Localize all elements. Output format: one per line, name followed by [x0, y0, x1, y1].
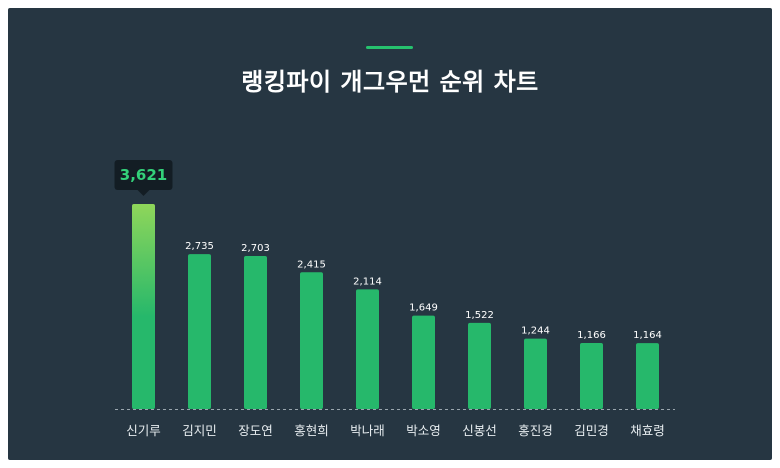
top-value-tooltip: 3,621 [114, 160, 173, 196]
bar-7 [468, 322, 491, 409]
category-label: 박나래 [350, 423, 385, 438]
category-label: 김지민 [182, 423, 217, 438]
bar-value-label: 2,415 [297, 259, 326, 270]
bar-value-label: 2,703 [241, 243, 270, 254]
bar-value-label: 1,166 [577, 330, 606, 341]
bar-6 [412, 315, 435, 409]
tooltip-box [114, 160, 173, 190]
bars-group: 신기루 김지민 2,735 장도연 2,703 홍현희 2,415 박나래 2,114 박소영 1,… [126, 204, 665, 438]
bar-5 [356, 289, 379, 409]
category-label: 채효령 [630, 423, 665, 438]
title-accent-line [366, 46, 413, 49]
chart-title: 랭킹파이 개그우먼 순위 차트 [241, 68, 539, 96]
bar-8 [524, 338, 547, 409]
category-label: 홍현희 [294, 423, 329, 438]
bar-value-label: 1,649 [409, 303, 438, 314]
category-label: 장도연 [238, 423, 273, 438]
bar-value-label: 2,735 [185, 241, 214, 252]
bar-4 [300, 272, 323, 409]
category-label: 홍진경 [518, 423, 553, 438]
bar-value-label: 3,621 [120, 166, 167, 184]
bar-3 [244, 255, 267, 409]
bar-1 [132, 204, 155, 409]
category-label: 박소영 [406, 423, 441, 438]
category-label: 신봉선 [462, 423, 497, 438]
category-label: 김민경 [574, 423, 609, 438]
bar-value-label: 1,244 [521, 326, 550, 337]
bar-value-label: 1,164 [633, 330, 662, 341]
bar-10 [636, 343, 659, 409]
bar-9 [580, 342, 603, 409]
bar-value-label: 1,522 [465, 310, 494, 321]
tooltip-pointer [137, 190, 150, 196]
bar-2 [188, 254, 211, 409]
category-label: 신기루 [126, 423, 161, 438]
bar-value-label: 2,114 [353, 276, 382, 287]
